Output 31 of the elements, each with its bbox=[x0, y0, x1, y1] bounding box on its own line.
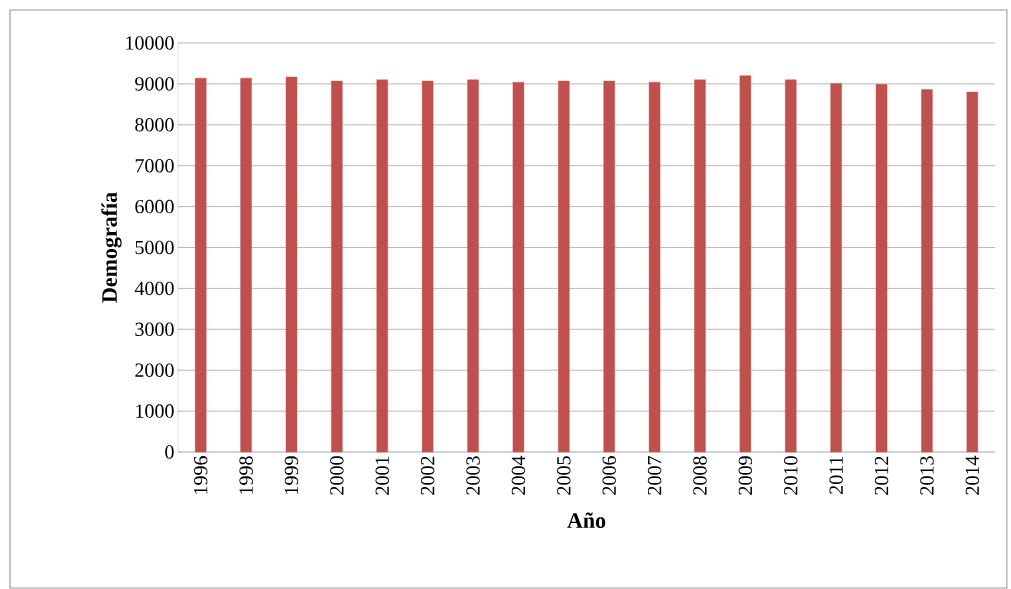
y-tick-label: 10000 bbox=[126, 36, 174, 50]
x-tick-label: 2005 bbox=[557, 456, 571, 495]
y-tick-label: 5000 bbox=[135, 240, 174, 255]
x-tick-label: 2003 bbox=[466, 456, 480, 495]
x-tick-label: 1999 bbox=[284, 456, 299, 494]
x-tick-label: 2001 bbox=[375, 456, 389, 495]
y-tick-label: 8000 bbox=[135, 118, 174, 132]
x-tick-label: 2008 bbox=[693, 456, 707, 495]
x-tick-label: 1996 bbox=[193, 456, 208, 494]
y-axis-title: Demografía bbox=[101, 192, 122, 303]
x-tick-label: 2014 bbox=[965, 455, 980, 495]
x-tick-label: 2002 bbox=[420, 456, 435, 495]
y-tick-label: 3000 bbox=[135, 322, 174, 337]
y-tick-label: 4000 bbox=[134, 281, 174, 296]
x-axis-title: Año bbox=[567, 512, 606, 528]
x-tick-label: 2004 bbox=[511, 455, 526, 495]
x-tick-label: 1998 bbox=[239, 456, 253, 494]
x-tick-label: 2009 bbox=[738, 456, 753, 495]
y-tick-label: 9000 bbox=[135, 77, 174, 91]
x-tick-label: 2013 bbox=[920, 456, 934, 495]
y-tick-label: 2000 bbox=[135, 363, 174, 377]
x-tick-label: 2010 bbox=[784, 456, 798, 495]
y-tick-label: 0 bbox=[165, 445, 174, 459]
x-tick-label: 2011 bbox=[829, 456, 843, 494]
x-tick-label: 2006 bbox=[602, 456, 616, 495]
y-tick-label: 1000 bbox=[136, 404, 174, 418]
y-tick-label: 7000 bbox=[135, 158, 174, 173]
x-tick-label: 2007 bbox=[647, 456, 662, 495]
y-tick-label: 6000 bbox=[135, 199, 174, 214]
x-tick-label: 2000 bbox=[330, 456, 344, 495]
x-tick-label: 2012 bbox=[874, 456, 889, 495]
